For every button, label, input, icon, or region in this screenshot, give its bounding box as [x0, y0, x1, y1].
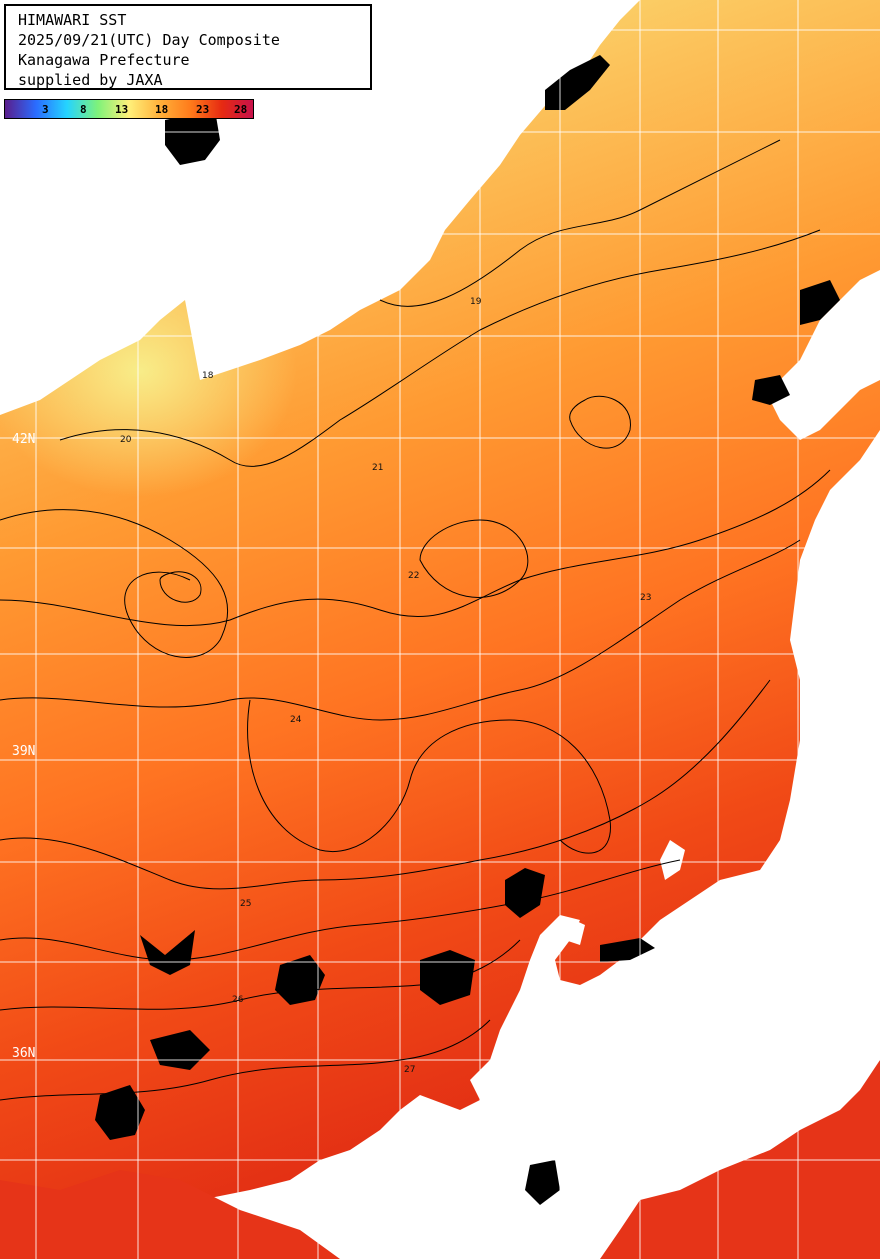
- sea-south-west: [0, 1170, 340, 1259]
- contour-label-22: 22: [408, 571, 419, 581]
- date-composite: 2025/09/21(UTC) Day Composite: [18, 31, 280, 49]
- contour-label-27: 27: [404, 1065, 415, 1075]
- lat-label-39n: 39N: [12, 744, 35, 759]
- supplier-credit: supplied by JAXA: [18, 71, 163, 89]
- map-info-box: HIMAWARI SST 2025/09/21(UTC) Day Composi…: [4, 4, 372, 90]
- temperature-colorbar: 3 8 13 18 23 28: [4, 99, 254, 119]
- contour-label-26: 26: [232, 995, 244, 1005]
- contour-label-24: 24: [290, 715, 302, 725]
- no-data-areas: [95, 55, 840, 1205]
- sea-south-east: [600, 1060, 880, 1259]
- lat-label-42n: 42N: [12, 432, 35, 447]
- contour-label-19: 19: [470, 297, 482, 307]
- contour-label-25: 25: [240, 899, 251, 909]
- colorbar-tick: 3: [42, 103, 49, 116]
- colorbar-tick: 18: [155, 103, 169, 116]
- contour-label-23: 23: [640, 593, 651, 603]
- colorbar-tick: 28: [234, 103, 248, 116]
- region-name: Kanagawa Prefecture: [18, 51, 190, 69]
- contour-labels: 18 19 20 21 22 23 24 25 26 27: [120, 297, 651, 1075]
- product-title: HIMAWARI SST: [18, 11, 127, 29]
- isotherm-contours: [0, 139, 831, 1101]
- lat-label-36n: 36N: [12, 1046, 35, 1061]
- land-peninsula: [660, 840, 685, 880]
- contour-label-18: 18: [202, 371, 214, 381]
- colorbar-tick: 23: [196, 103, 210, 116]
- colorbar-tick: 8: [80, 103, 87, 116]
- contour-label-20: 20: [120, 435, 132, 445]
- land-sado-island: [565, 918, 585, 945]
- land-tohoku: [60, 430, 880, 1259]
- contour-label-21: 21: [372, 463, 383, 473]
- colorbar-tick: 13: [115, 103, 129, 116]
